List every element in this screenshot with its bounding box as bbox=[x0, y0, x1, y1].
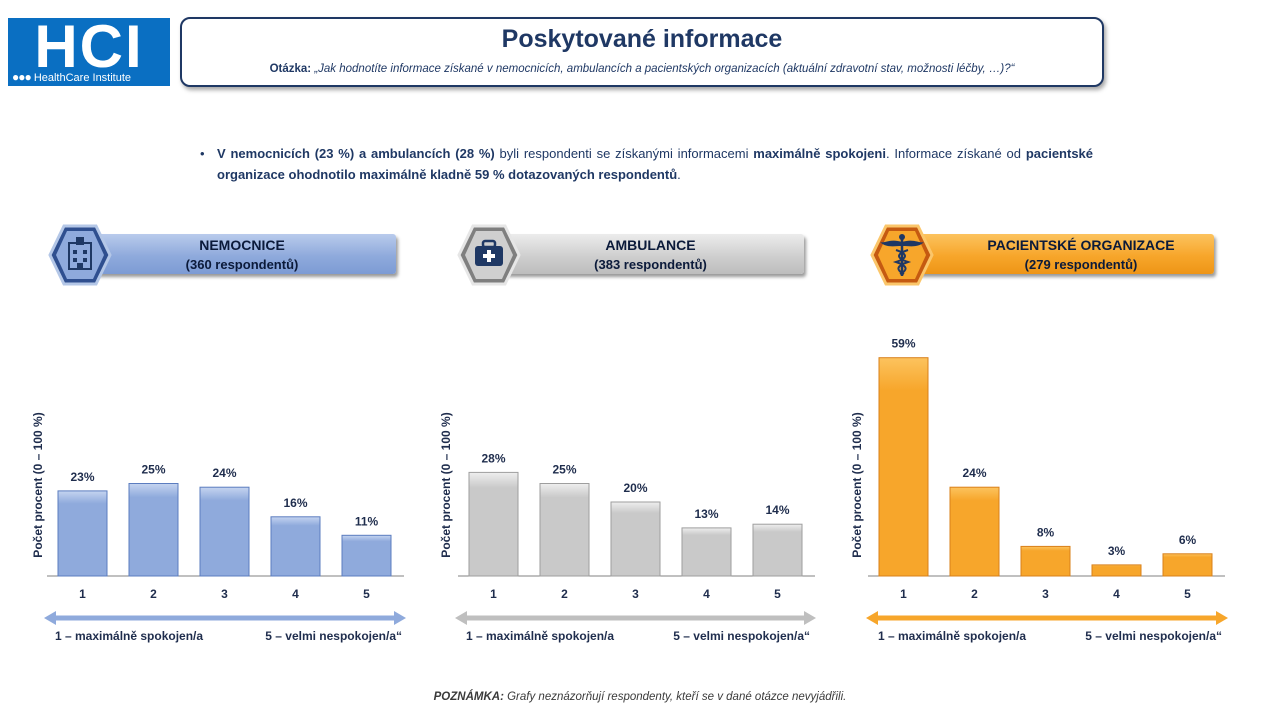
hci-logo: HCI ●●● HealthCare Institute bbox=[8, 13, 170, 86]
hospital-icon bbox=[48, 224, 112, 286]
x-tick-label: 2 bbox=[971, 587, 978, 601]
scale-arrow-head-right bbox=[804, 611, 816, 625]
logo-sub-text: HealthCare Institute bbox=[33, 72, 132, 84]
bar bbox=[949, 486, 1000, 577]
panel-header-ambulance: AMBULANCE (383 respondentů) bbox=[497, 234, 804, 274]
data-label: 6% bbox=[1179, 533, 1197, 547]
bar bbox=[1020, 545, 1071, 577]
x-tick-label: 1 bbox=[79, 587, 86, 601]
logo-main-text: HCI bbox=[34, 13, 144, 80]
caduceus-icon bbox=[870, 224, 934, 286]
data-label: 20% bbox=[623, 481, 647, 495]
data-label: 59% bbox=[891, 337, 915, 351]
y-axis-label: Počet procent (0 – 100 %) bbox=[850, 412, 864, 557]
panel-header-nemocnice: NEMOCNICE (360 respondentů) bbox=[88, 234, 396, 274]
scale-left-label: 1 – maximálně spokojen/a bbox=[55, 629, 203, 643]
summary-part: byli respondenti se získanými informacem… bbox=[494, 146, 754, 161]
question: Otázka: „Jak hodnotíte informace získané… bbox=[182, 63, 1102, 75]
x-tick-label: 3 bbox=[1042, 587, 1049, 601]
data-label: 25% bbox=[552, 463, 576, 477]
footnote-label: POZNÁMKA: bbox=[433, 691, 504, 703]
bar bbox=[1091, 564, 1142, 577]
x-tick-label: 5 bbox=[774, 587, 781, 601]
x-tick-label: 2 bbox=[561, 587, 568, 601]
summary-paragraph: • V nemocnicích (23 %) a ambulancích (28… bbox=[200, 143, 1093, 185]
bar bbox=[199, 486, 250, 577]
bar bbox=[270, 516, 321, 577]
summary-part: pacientské organizace ohodnotilo maximál… bbox=[217, 146, 1094, 182]
bar bbox=[1162, 553, 1213, 577]
x-tick-label: 5 bbox=[1184, 587, 1191, 601]
data-label: 28% bbox=[481, 451, 505, 465]
question-text: „Jak hodnotíte informace získané v nemoc… bbox=[314, 63, 1015, 75]
bar bbox=[681, 527, 732, 577]
bar bbox=[128, 483, 179, 577]
panel-header-pacientske-organizace: PACIENTSKÉ ORGANIZACE (279 respondentů) bbox=[908, 234, 1214, 274]
bar bbox=[610, 501, 661, 577]
x-tick-label: 5 bbox=[363, 587, 370, 601]
x-tick-label: 4 bbox=[703, 587, 710, 601]
footnote-text: Grafy neznázorňují respondenty, kteří se… bbox=[503, 691, 847, 703]
scale-arrow-head-right bbox=[1216, 611, 1228, 625]
data-label: 24% bbox=[212, 466, 236, 480]
data-label: 8% bbox=[1037, 525, 1055, 539]
scale-right-label: 5 – velmi nespokojen/a“ bbox=[673, 629, 810, 643]
x-tick-label: 2 bbox=[150, 587, 157, 601]
x-tick-label: 3 bbox=[221, 587, 228, 601]
page-title: Poskytované informace bbox=[501, 25, 783, 53]
data-label: 16% bbox=[283, 496, 307, 510]
x-tick-label: 4 bbox=[1113, 587, 1120, 601]
panel-subtitle: (360 respondentů) bbox=[185, 257, 299, 272]
scale-right-label: 5 – velmi nespokojen/a“ bbox=[1085, 629, 1222, 643]
panel-subtitle: (279 respondentů) bbox=[1024, 257, 1138, 272]
data-label: 14% bbox=[765, 503, 789, 517]
summary-part: maximálně spokojeni bbox=[753, 146, 886, 161]
data-label: 24% bbox=[962, 466, 986, 480]
y-axis-label: Počet procent (0 – 100 %) bbox=[439, 412, 453, 557]
summary-text: V nemocnicích (23 %) a ambulancích (28 %… bbox=[217, 143, 1093, 185]
x-tick-label: 1 bbox=[490, 587, 497, 601]
scale-arrow-head-left bbox=[866, 611, 878, 625]
data-label: 11% bbox=[355, 514, 379, 528]
bar bbox=[752, 523, 803, 577]
bullet-point: • bbox=[200, 146, 205, 161]
bar bbox=[57, 490, 108, 577]
logo-dots: ●●● bbox=[12, 70, 32, 84]
question-label: Otázka: bbox=[269, 63, 312, 75]
panel-title: PACIENTSKÉ ORGANIZACE bbox=[987, 237, 1175, 253]
data-label: 13% bbox=[694, 507, 718, 521]
y-axis-label: Počet procent (0 – 100 %) bbox=[31, 412, 45, 557]
x-tick-label: 3 bbox=[632, 587, 639, 601]
first-aid-kit-icon bbox=[457, 224, 521, 286]
scale-right-label: 5 – velmi nespokojen/a“ bbox=[265, 629, 402, 643]
scale-left-label: 1 – maximálně spokojen/a bbox=[878, 629, 1026, 643]
scale-arrow-head-left bbox=[44, 611, 56, 625]
data-label: 23% bbox=[70, 470, 94, 484]
bar bbox=[878, 357, 929, 577]
scale-arrow-head-right bbox=[394, 611, 406, 625]
scale-arrow-head-left bbox=[455, 611, 467, 625]
summary-part: . Informace získané od bbox=[885, 146, 1026, 161]
data-label: 3% bbox=[1108, 544, 1126, 558]
bar bbox=[539, 483, 590, 577]
bar bbox=[341, 534, 392, 577]
footnote: POZNÁMKA: Grafy neznázorňují respondenty… bbox=[0, 691, 1280, 703]
summary-part: V nemocnicích (23 %) a ambulancích (28 %… bbox=[217, 146, 495, 161]
x-tick-label: 4 bbox=[292, 587, 299, 601]
bar bbox=[468, 471, 519, 577]
scale-left-label: 1 – maximálně spokojen/a bbox=[466, 629, 614, 643]
panel-subtitle: (383 respondentů) bbox=[594, 257, 707, 272]
panel-title: NEMOCNICE bbox=[199, 237, 285, 253]
data-label: 25% bbox=[141, 463, 165, 477]
summary-part: . bbox=[677, 167, 681, 182]
panel-title: AMBULANCE bbox=[605, 237, 696, 253]
logo-subtitle: ●●● HealthCare Institute bbox=[12, 70, 131, 84]
header-box: Poskytované informace Otázka: „Jak hodno… bbox=[180, 17, 1104, 87]
x-tick-label: 1 bbox=[900, 587, 907, 601]
